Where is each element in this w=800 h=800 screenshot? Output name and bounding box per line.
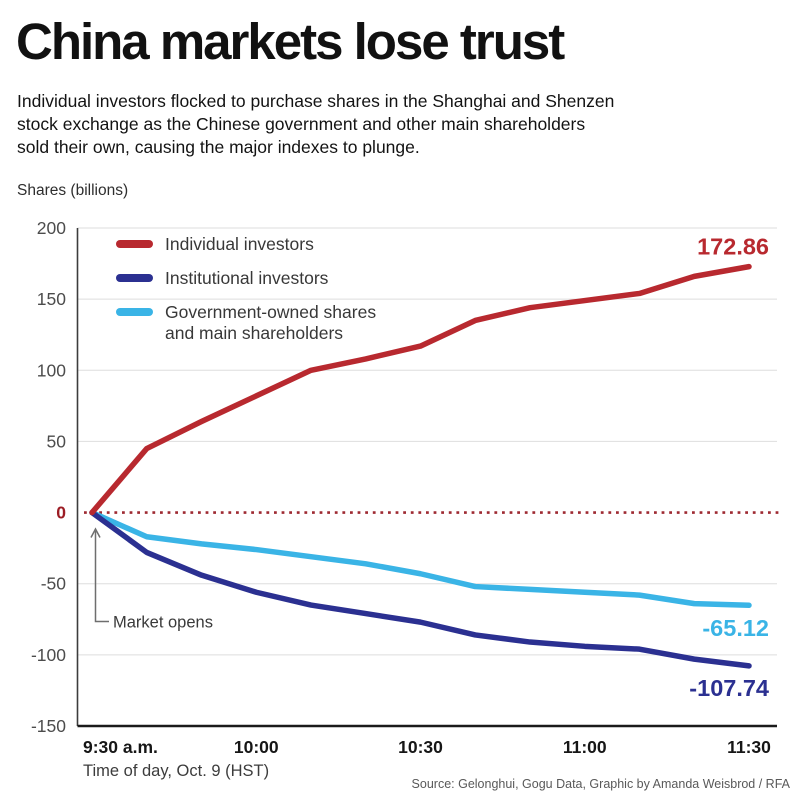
y-tick-label: 50: [47, 431, 67, 451]
x-tick-label: 9:30 a.m.: [83, 737, 158, 757]
source-credit: Source: Gelonghui, Gogu Data, Graphic by…: [411, 777, 790, 791]
y-tick-label: 0: [56, 503, 66, 523]
page-subtitle: Individual investors flocked to purchase…: [17, 90, 777, 159]
subtitle-line: sold their own, causing the major indexe…: [17, 137, 420, 157]
series-line-3: [89, 509, 752, 608]
x-tick-label: 10:30: [398, 737, 443, 757]
x-tick-label: 11:30: [727, 737, 771, 757]
annotation-arrowhead-icon: [90, 527, 101, 538]
page-title: China markets lose trust: [16, 13, 565, 70]
y-tick-label: -50: [41, 574, 67, 594]
legend-swatch-icon: [116, 308, 153, 316]
y-tick-label: -150: [31, 716, 66, 736]
y-tick-label: 100: [37, 360, 66, 380]
chart-legend: Individual investors Institutional invest…: [116, 234, 377, 344]
y-axis-unit-label: Shares (billions): [17, 182, 129, 199]
series-line-2: [89, 509, 752, 669]
legend-item: Government-owned shares and main shareho…: [116, 302, 377, 344]
legend-swatch-icon: [116, 274, 153, 282]
legend-label: Government-owned shares and main shareho…: [165, 302, 377, 343]
y-tick-label: 150: [37, 289, 66, 309]
legend-label: Institutional investors: [165, 268, 329, 288]
subtitle-line: stock exchange as the Chinese government…: [17, 114, 586, 134]
x-tick-label: 11:00: [563, 737, 607, 757]
y-tick-label: 200: [37, 218, 66, 238]
series-end-label: -65.12: [702, 615, 769, 641]
legend-label: Individual investors: [165, 234, 314, 254]
y-tick-label: -100: [31, 645, 66, 665]
series-end-label: -107.74: [689, 675, 769, 701]
series-line-1: [89, 263, 752, 516]
legend-item: Individual investors: [116, 234, 377, 255]
legend-item: Institutional investors: [116, 268, 377, 289]
x-tick-label: 10:00: [234, 737, 279, 757]
annotation-connector: [94, 531, 109, 623]
subtitle-line: Individual investors flocked to purchase…: [17, 91, 615, 111]
x-axis-caption: Time of day, Oct. 9 (HST): [83, 762, 270, 780]
legend-swatch-icon: [116, 240, 153, 248]
market-opens-annotation: Market opens: [113, 614, 213, 632]
series-end-label: 172.86: [697, 234, 769, 260]
